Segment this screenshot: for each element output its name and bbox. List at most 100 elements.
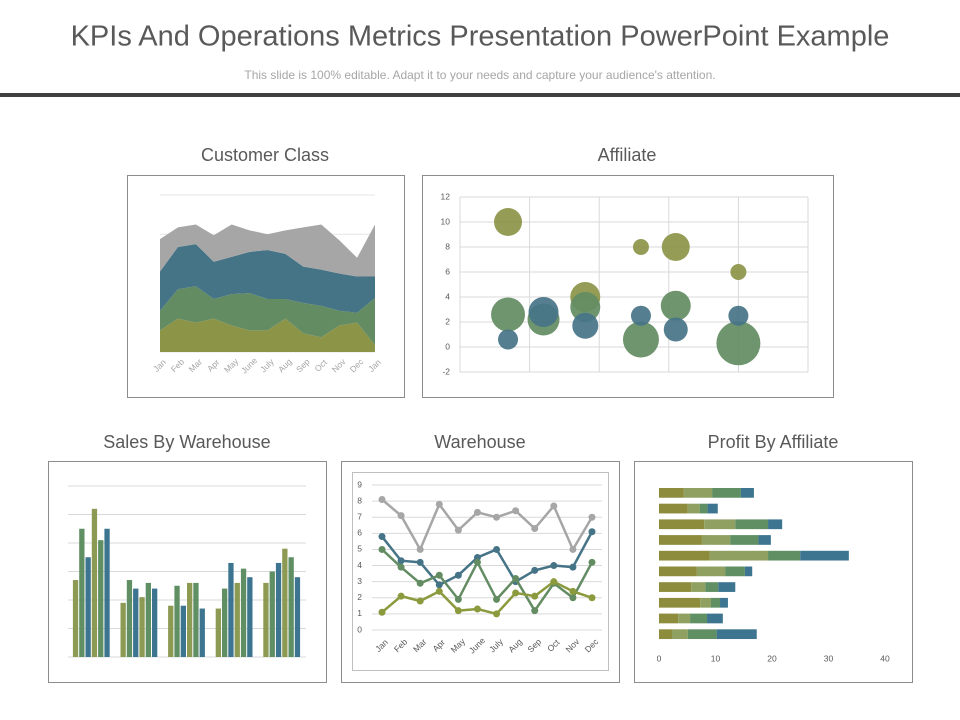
bar-segment	[700, 597, 711, 608]
bar	[275, 562, 282, 657]
bubble	[728, 305, 749, 326]
bar	[222, 588, 228, 657]
y-tick-label: 9	[357, 479, 362, 489]
marker	[454, 607, 462, 615]
bar-segment	[659, 488, 684, 498]
bubble	[660, 290, 691, 321]
marker	[435, 581, 443, 589]
bar-segment	[659, 582, 692, 592]
bubble	[498, 329, 519, 350]
marker	[550, 578, 558, 586]
bar-segment	[712, 488, 741, 498]
bar	[263, 582, 269, 657]
bar	[193, 582, 199, 657]
bar	[85, 557, 91, 657]
bar-segment	[659, 613, 679, 624]
marker	[550, 562, 558, 570]
area	[160, 318, 375, 352]
marker	[473, 554, 481, 561]
marker	[512, 574, 520, 582]
y-tick-label: 1	[357, 608, 362, 618]
x-tick-label: 20	[767, 653, 777, 663]
marker	[435, 571, 443, 579]
bar-segment	[710, 597, 721, 608]
y-tick-label: 5	[357, 544, 362, 554]
bar	[133, 588, 139, 657]
bar-segment	[718, 582, 736, 592]
bar	[240, 568, 247, 657]
marker	[397, 557, 405, 565]
marker	[378, 533, 386, 541]
bar-segment	[705, 582, 719, 592]
bubble	[572, 312, 599, 339]
bar	[126, 580, 133, 657]
y-tick-label: 12	[441, 191, 451, 201]
marker	[397, 592, 405, 600]
y-tick-label: 4	[445, 291, 450, 301]
marker	[569, 587, 577, 595]
marker	[473, 605, 481, 613]
bar-segment	[725, 566, 745, 577]
marker	[588, 594, 596, 602]
bar-segment	[659, 503, 688, 514]
bar-segment	[696, 566, 726, 577]
area	[160, 224, 375, 277]
bar	[215, 608, 221, 657]
bar	[282, 548, 288, 657]
marker	[512, 507, 520, 515]
bar-segment	[687, 629, 717, 640]
bubble	[730, 264, 747, 280]
plot-frame	[352, 472, 609, 671]
marker	[569, 594, 577, 602]
bar	[120, 602, 126, 657]
marker	[416, 597, 424, 605]
x-tick-label: 40	[880, 653, 890, 663]
bubble	[630, 305, 651, 326]
marker	[493, 545, 501, 553]
bubble	[663, 317, 688, 342]
marker	[397, 512, 405, 520]
bar-segment	[740, 488, 754, 498]
bar	[180, 605, 186, 657]
y-tick-label: 6	[445, 266, 450, 276]
bar	[72, 580, 79, 657]
bar-segment	[659, 629, 672, 640]
marker	[435, 500, 443, 508]
bar	[199, 608, 205, 657]
bar-segment	[678, 613, 691, 624]
bar-segment	[709, 550, 769, 561]
bar-segment	[768, 519, 783, 530]
bar-segment	[683, 488, 713, 498]
bar-segment	[699, 503, 708, 514]
marker	[493, 610, 501, 618]
bar	[174, 585, 180, 657]
marker	[531, 566, 539, 574]
bubble	[494, 208, 523, 236]
bar-segment	[671, 629, 688, 640]
marker	[588, 528, 596, 536]
marker	[416, 545, 424, 553]
bar	[152, 588, 158, 657]
bar-segment	[744, 566, 753, 577]
marker	[473, 558, 481, 566]
bubble	[622, 321, 659, 358]
x-tick-label: 0	[657, 653, 662, 663]
bar-segment	[659, 550, 710, 561]
bar	[139, 597, 145, 657]
y-tick-label: 6	[357, 528, 362, 538]
bar-segment	[659, 597, 701, 608]
marker	[454, 595, 462, 603]
marker	[378, 608, 386, 616]
bar-segment	[735, 519, 769, 530]
bar	[247, 577, 253, 657]
bar-segment	[687, 503, 700, 514]
marker	[416, 558, 424, 566]
bar	[228, 562, 234, 657]
chart-title: Customer Class	[201, 145, 329, 165]
x-tick-label: 30	[824, 653, 834, 663]
bar-segment	[659, 519, 705, 530]
bar-segment	[690, 613, 708, 624]
chart-title: Warehouse	[434, 432, 525, 452]
bubble	[716, 321, 761, 366]
bar-segment	[707, 503, 718, 514]
